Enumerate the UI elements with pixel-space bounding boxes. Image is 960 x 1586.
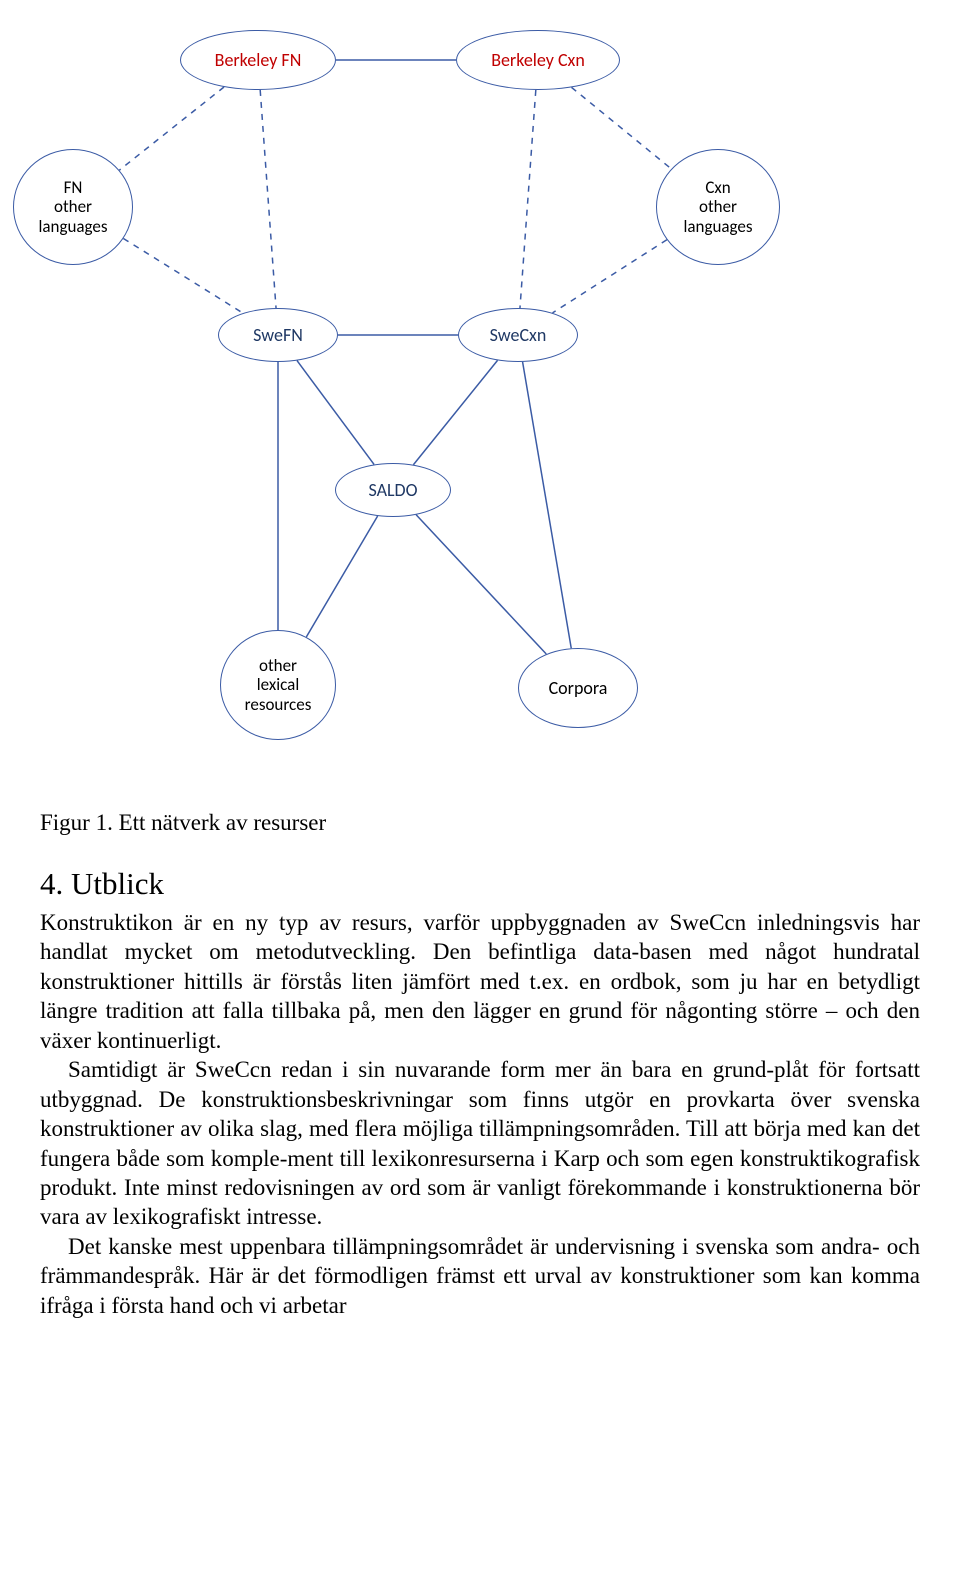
page: Berkeley FN Berkeley Cxn FNotherlanguages C… (0, 0, 960, 1320)
node-corpora: Corpora (518, 648, 638, 728)
edge-sweCxn-saldo (413, 360, 497, 464)
edge-sweCxn-corpora (523, 362, 572, 648)
body-text: Konstruktikon är en ny typ av resurs, va… (0, 902, 960, 1320)
section-heading: 4. Utblick (0, 836, 960, 902)
node-berkeleyFN: Berkeley FN (180, 30, 336, 90)
node-cxnOther: Cxnotherlanguages (656, 149, 780, 265)
network-diagram: Berkeley FN Berkeley Cxn FNotherlanguages C… (0, 0, 960, 790)
node-berkeleyCxn: Berkeley Cxn (456, 30, 620, 90)
node-label: otherlexicalresources (245, 656, 312, 715)
paragraph-3: Det kanske mest uppenbara tillämpningsom… (40, 1232, 920, 1320)
paragraph-1: Konstruktikon är en ny typ av resurs, va… (40, 908, 920, 1055)
edge-saldo-corpora (416, 515, 546, 654)
node-label: Berkeley Cxn (491, 50, 585, 71)
node-label: FNotherlanguages (38, 178, 107, 237)
node-fnOther: FNotherlanguages (13, 149, 133, 265)
node-label: SALDO (368, 480, 417, 501)
node-label: Corpora (549, 678, 608, 699)
node-label: SweFN (253, 325, 303, 346)
node-label: SweCxn (490, 325, 547, 346)
edge-berkeleyCxn-cxnOther (572, 87, 672, 168)
edge-fnOther-sweFN (123, 238, 243, 313)
node-label: Berkeley FN (215, 50, 302, 71)
node-saldo: SALDO (335, 463, 451, 517)
figure-caption: Figur 1. Ett nätverk av resurser (0, 790, 960, 836)
edge-cxnOther-sweCxn (553, 240, 667, 313)
edge-berkeleyFN-sweFN (260, 90, 276, 308)
node-sweCxn: SweCxn (458, 308, 578, 362)
edge-sweFN-saldo (297, 361, 374, 465)
edge-saldo-otherLex (306, 516, 377, 637)
node-label: Cxnotherlanguages (683, 178, 752, 237)
edge-berkeleyFN-fnOther (119, 87, 224, 170)
edge-berkeleyCxn-sweCxn (520, 90, 536, 308)
node-sweFN: SweFN (218, 308, 338, 362)
paragraph-2: Samtidigt är SweCcn redan i sin nuvarand… (40, 1055, 920, 1232)
node-otherLex: otherlexicalresources (220, 630, 336, 740)
diagram-edges (0, 0, 960, 790)
